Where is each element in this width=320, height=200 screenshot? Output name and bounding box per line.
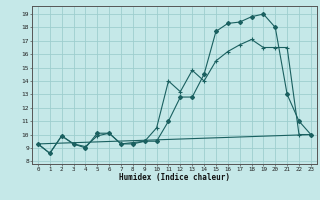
X-axis label: Humidex (Indice chaleur): Humidex (Indice chaleur): [119, 173, 230, 182]
